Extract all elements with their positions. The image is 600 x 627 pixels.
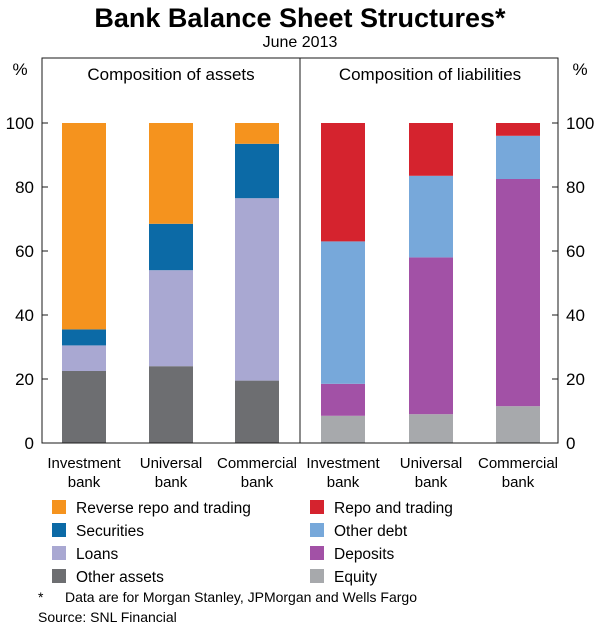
- category-label: Investment bank: [47, 455, 121, 491]
- legend-swatch-equity: [310, 569, 324, 583]
- category-label: Commercial bank: [478, 455, 558, 491]
- bar-segment-repo-and-trading: [496, 123, 540, 136]
- bar-segment-equity: [321, 415, 365, 443]
- bar-segment-loans: [235, 198, 279, 381]
- bar-segment-deposits: [496, 179, 540, 407]
- panel-title-liabilities: Composition of liabilities: [339, 65, 521, 84]
- y-tick-label-left: 80: [15, 178, 34, 197]
- y-tick-label-left: 100: [6, 114, 34, 133]
- y-tick-label-right: 0: [566, 434, 575, 453]
- y-tick-label-left: 60: [15, 242, 34, 261]
- bar-segment-equity: [409, 414, 453, 443]
- category-label: Investment bank: [306, 455, 380, 491]
- bar-segment-reverse-repo-and-trading: [235, 123, 279, 144]
- y-tick-label-right: 40: [566, 306, 585, 325]
- legend-label-repo-and-trading: Repo and trading: [334, 500, 453, 517]
- bar-segment-securities: [62, 329, 106, 346]
- panel-title-assets: Composition of assets: [87, 65, 254, 84]
- bar-segment-other-assets: [62, 371, 106, 443]
- category-label: Universal bank: [400, 455, 463, 491]
- chart-title: Bank Balance Sheet Structures*: [94, 3, 506, 33]
- legend-label-reverse-repo-and-trading: Reverse repo and trading: [76, 500, 251, 517]
- legend-swatch-loans: [52, 546, 66, 560]
- legend-swatch-repo-and-trading: [310, 500, 324, 514]
- bar-segment-other-debt: [496, 135, 540, 179]
- bar-segment-securities: [235, 143, 279, 199]
- bar-segment-other-assets: [235, 380, 279, 443]
- chart-subtitle: June 2013: [263, 34, 338, 51]
- legend-label-other-debt: Other debt: [334, 523, 408, 540]
- legend-swatch-other-debt: [310, 523, 324, 537]
- bar-segment-other-debt: [409, 175, 453, 258]
- legend-label-equity: Equity: [334, 569, 377, 586]
- y-tick-label-right: 60: [566, 242, 585, 261]
- legend-swatch-deposits: [310, 546, 324, 560]
- category-label: Universal bank: [140, 455, 203, 491]
- y-tick-label-right: 80: [566, 178, 585, 197]
- bar-segment-loans: [62, 345, 106, 371]
- y-tick-label-left: 0: [25, 434, 34, 453]
- source-note: Source: SNL Financial: [38, 609, 177, 625]
- bar-segment-deposits: [409, 257, 453, 415]
- y-tick-label-right: 20: [566, 370, 585, 389]
- y-axis-unit-right: %: [572, 60, 587, 79]
- bar-segment-reverse-repo-and-trading: [149, 123, 193, 224]
- bar-segment-securities: [149, 223, 193, 271]
- bar-segment-repo-and-trading: [409, 123, 453, 176]
- legend-label-loans: Loans: [76, 546, 118, 563]
- bar-segment-equity: [496, 406, 540, 443]
- legend-label-other-assets: Other assets: [76, 569, 164, 586]
- category-label: Commercial bank: [217, 455, 297, 491]
- legend-swatch-reverse-repo-and-trading: [52, 500, 66, 514]
- bar-segment-reverse-repo-and-trading: [62, 123, 106, 330]
- y-tick-label-left: 20: [15, 370, 34, 389]
- y-tick-label-right: 100: [566, 114, 594, 133]
- y-axis-unit-left: %: [12, 60, 27, 79]
- legend-swatch-other-assets: [52, 569, 66, 583]
- bar-segment-loans: [149, 270, 193, 367]
- y-tick-label-left: 40: [15, 306, 34, 325]
- bar-segment-deposits: [321, 383, 365, 416]
- legend-label-deposits: Deposits: [334, 546, 395, 563]
- footnote: Data are for Morgan Stanley, JPMorgan an…: [65, 589, 417, 605]
- bar-segment-other-assets: [149, 366, 193, 443]
- legend-swatch-securities: [52, 523, 66, 537]
- bar-segment-other-debt: [321, 241, 365, 384]
- bar-segment-repo-and-trading: [321, 123, 365, 242]
- footnote-marker: *: [38, 589, 44, 605]
- legend-label-securities: Securities: [76, 523, 144, 540]
